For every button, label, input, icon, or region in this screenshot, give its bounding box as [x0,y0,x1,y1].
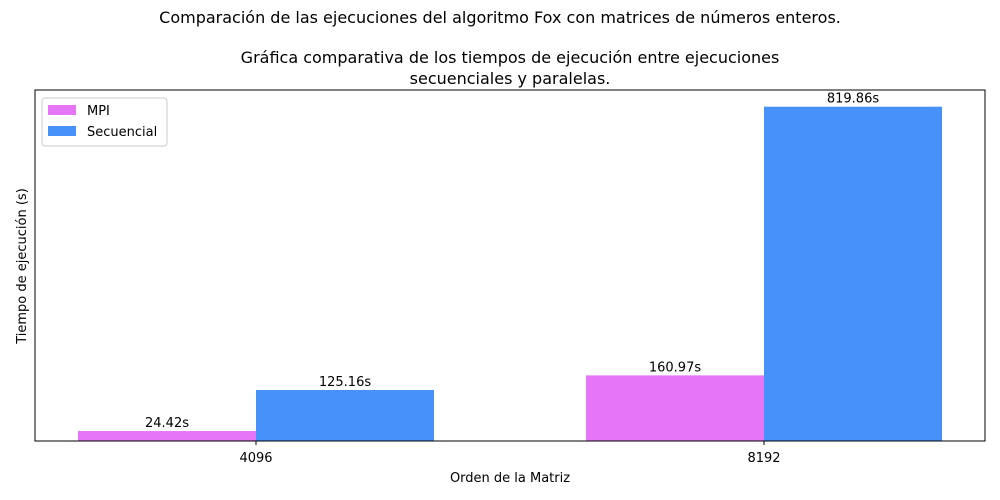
bar-mpi-8192 [586,375,764,441]
bar-value-label: 160.97s [649,360,701,375]
bar-value-label: 24.42s [145,416,189,431]
x-ticks-group: 4096 8192 [239,441,780,466]
y-axis-label: Tiempo de ejecución (s) [15,188,30,345]
legend: MPI Secuencial [42,98,167,146]
bar-value-label: 819.86s [827,92,879,107]
bar-secuencial-8192 [764,107,942,441]
legend-swatch-secuencial [48,126,76,136]
bar-value-label: 125.16s [319,375,371,390]
legend-label-secuencial: Secuencial [87,125,157,140]
bars-group [78,107,942,441]
bar-mpi-4096 [78,431,256,441]
legend-swatch-mpi [48,105,76,115]
x-tick-label: 8192 [747,451,780,466]
x-axis-label: Orden de la Matriz [450,471,570,486]
bar-secuencial-4096 [256,390,434,441]
legend-label-mpi: MPI [87,104,110,119]
x-tick-label: 4096 [239,451,272,466]
